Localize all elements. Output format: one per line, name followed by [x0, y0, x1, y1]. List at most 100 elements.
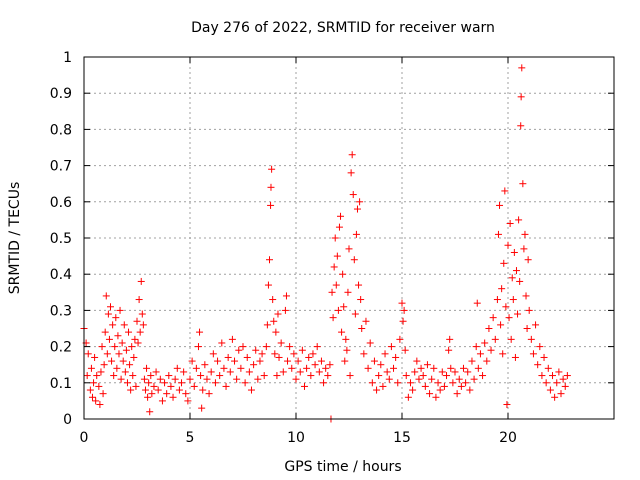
data-point	[192, 364, 200, 372]
data-point	[105, 335, 113, 343]
data-point	[515, 216, 523, 224]
data-points	[80, 64, 571, 423]
data-point	[474, 364, 482, 372]
data-point	[538, 372, 546, 380]
data-point	[459, 364, 467, 372]
chart-title: Day 276 of 2022, SRMTID for receiver war…	[191, 20, 495, 36]
data-point	[455, 375, 463, 383]
y-tick-label: 0.6	[50, 195, 72, 211]
data-point	[313, 343, 321, 351]
data-point	[390, 364, 398, 372]
data-point	[411, 368, 419, 376]
data-point	[279, 368, 287, 376]
data-point	[282, 292, 290, 300]
data-point	[190, 382, 198, 390]
data-point	[509, 296, 517, 304]
data-point	[196, 328, 204, 336]
data-point	[286, 343, 294, 351]
data-point	[516, 277, 524, 285]
data-point	[332, 281, 340, 289]
data-point	[100, 361, 108, 369]
data-point	[309, 350, 317, 358]
data-point	[298, 346, 306, 354]
data-point	[198, 404, 206, 412]
data-point	[434, 379, 442, 387]
data-point	[296, 368, 304, 376]
data-point	[156, 375, 164, 383]
data-point	[417, 364, 425, 372]
data-point	[430, 364, 438, 372]
data-point	[121, 368, 129, 376]
data-point	[330, 263, 338, 271]
data-point	[385, 375, 393, 383]
x-axis-label: GPS time / hours	[284, 459, 401, 475]
data-point	[226, 368, 234, 376]
data-point	[362, 317, 370, 325]
data-point	[272, 328, 280, 336]
data-point	[512, 267, 520, 275]
data-point	[559, 375, 567, 383]
data-point	[343, 346, 351, 354]
data-point	[303, 364, 311, 372]
data-point	[555, 368, 563, 376]
data-point	[101, 328, 109, 336]
data-point	[402, 372, 410, 380]
data-point	[353, 205, 361, 213]
data-point	[508, 274, 516, 282]
data-point	[366, 339, 374, 347]
data-point	[201, 361, 209, 369]
data-point	[447, 364, 455, 372]
data-point	[468, 357, 476, 365]
data-point	[163, 390, 171, 398]
data-point	[138, 310, 146, 318]
data-point	[383, 368, 391, 376]
data-point	[273, 372, 281, 380]
data-point	[500, 259, 508, 267]
data-point	[453, 390, 461, 398]
data-point	[443, 372, 451, 380]
data-point	[158, 397, 166, 405]
data-point	[87, 364, 95, 372]
data-point	[340, 303, 348, 311]
data-point	[92, 397, 100, 405]
data-point	[464, 368, 472, 376]
data-point	[346, 372, 354, 380]
data-point	[498, 285, 506, 293]
data-point	[542, 379, 550, 387]
data-point	[517, 122, 525, 130]
data-point	[546, 386, 554, 394]
data-point	[514, 310, 522, 318]
data-point	[214, 357, 222, 365]
data-point	[122, 346, 130, 354]
data-point	[220, 364, 228, 372]
data-point	[529, 350, 537, 358]
data-point	[188, 357, 196, 365]
data-point	[178, 379, 186, 387]
data-point	[503, 401, 511, 409]
data-point	[93, 372, 101, 380]
data-point	[184, 397, 192, 405]
x-tick-label: 20	[499, 430, 517, 446]
data-point	[173, 364, 181, 372]
data-point	[290, 350, 298, 358]
data-point	[462, 379, 470, 387]
data-point	[438, 368, 446, 376]
data-point	[307, 372, 315, 380]
data-point	[154, 386, 162, 394]
data-point	[275, 353, 283, 361]
data-point	[311, 361, 319, 369]
data-point	[83, 372, 91, 380]
y-axis-label: SRMTID / TECUs	[7, 182, 23, 295]
data-point	[108, 357, 116, 365]
data-point	[99, 390, 107, 398]
data-point	[415, 375, 423, 383]
data-point	[527, 335, 535, 343]
data-point	[358, 325, 366, 332]
data-point	[143, 364, 151, 372]
data-point	[300, 382, 308, 390]
data-point	[167, 382, 175, 390]
data-point	[271, 350, 279, 358]
data-point	[436, 386, 444, 394]
data-point	[426, 390, 434, 398]
